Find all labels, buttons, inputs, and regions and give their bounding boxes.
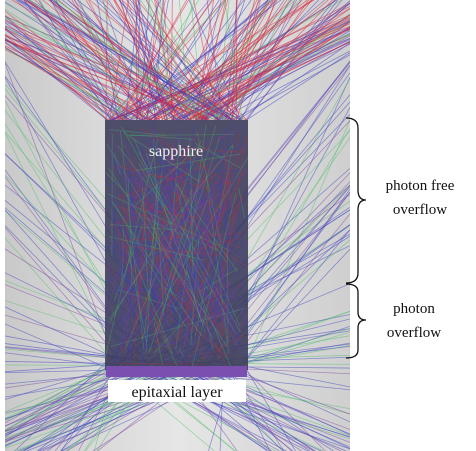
annotation: overflow <box>387 325 441 341</box>
epitaxial-bar <box>106 366 247 377</box>
epitaxial-label: epitaxial layer <box>131 384 223 401</box>
figure: sapphire epitaxial layer photon free ove… <box>0 0 476 451</box>
sapphire-label: sapphire <box>149 143 203 160</box>
annotation: photon free <box>386 178 455 194</box>
annotation: photon <box>393 301 435 317</box>
annotation: overflow <box>393 202 447 218</box>
